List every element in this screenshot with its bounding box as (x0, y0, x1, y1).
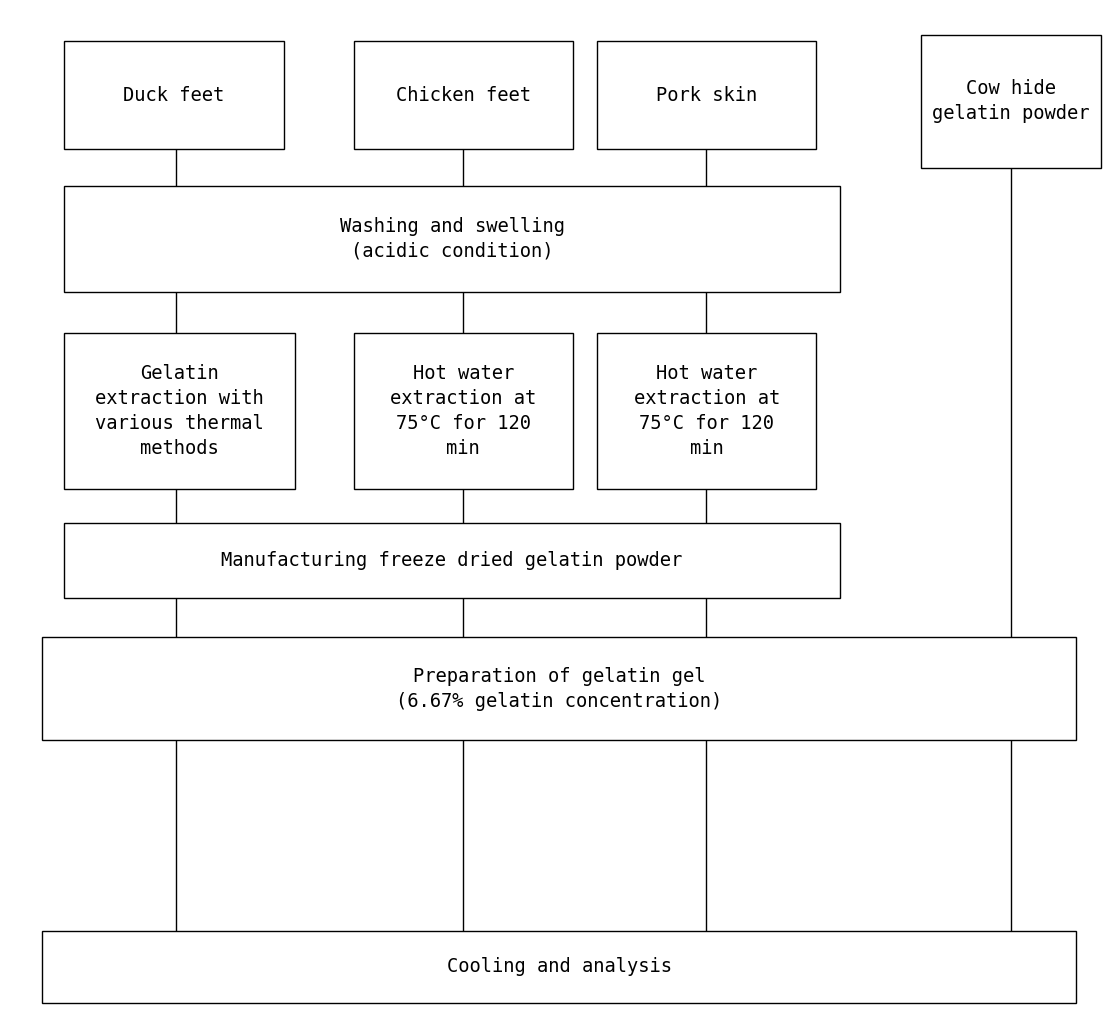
Text: Pork skin: Pork skin (656, 86, 757, 104)
Bar (64, 333, 295, 489)
Bar (597, 41, 816, 149)
Text: Hot water
extraction at
75°C for 120
min: Hot water extraction at 75°C for 120 min (634, 364, 780, 458)
Bar (921, 35, 1101, 168)
Bar (64, 41, 284, 149)
Text: Chicken feet: Chicken feet (396, 86, 530, 104)
Text: Cooling and analysis: Cooling and analysis (447, 957, 672, 976)
Text: Gelatin
extraction with
various thermal
methods: Gelatin extraction with various thermal … (96, 364, 264, 458)
Text: Washing and swelling
(acidic condition): Washing and swelling (acidic condition) (339, 217, 565, 261)
Bar (354, 41, 573, 149)
Bar (64, 186, 840, 292)
Bar (42, 637, 1076, 740)
Text: Hot water
extraction at
75°C for 120
min: Hot water extraction at 75°C for 120 min (390, 364, 536, 458)
Bar (597, 333, 816, 489)
Bar (64, 523, 840, 598)
Text: Cow hide
gelatin powder: Cow hide gelatin powder (932, 80, 1090, 123)
Text: Manufacturing freeze dried gelatin powder: Manufacturing freeze dried gelatin powde… (221, 551, 683, 570)
Bar (42, 931, 1076, 1003)
Bar (354, 333, 573, 489)
Text: Preparation of gelatin gel
(6.67% gelatin concentration): Preparation of gelatin gel (6.67% gelati… (396, 667, 723, 710)
Text: Duck feet: Duck feet (123, 86, 225, 104)
